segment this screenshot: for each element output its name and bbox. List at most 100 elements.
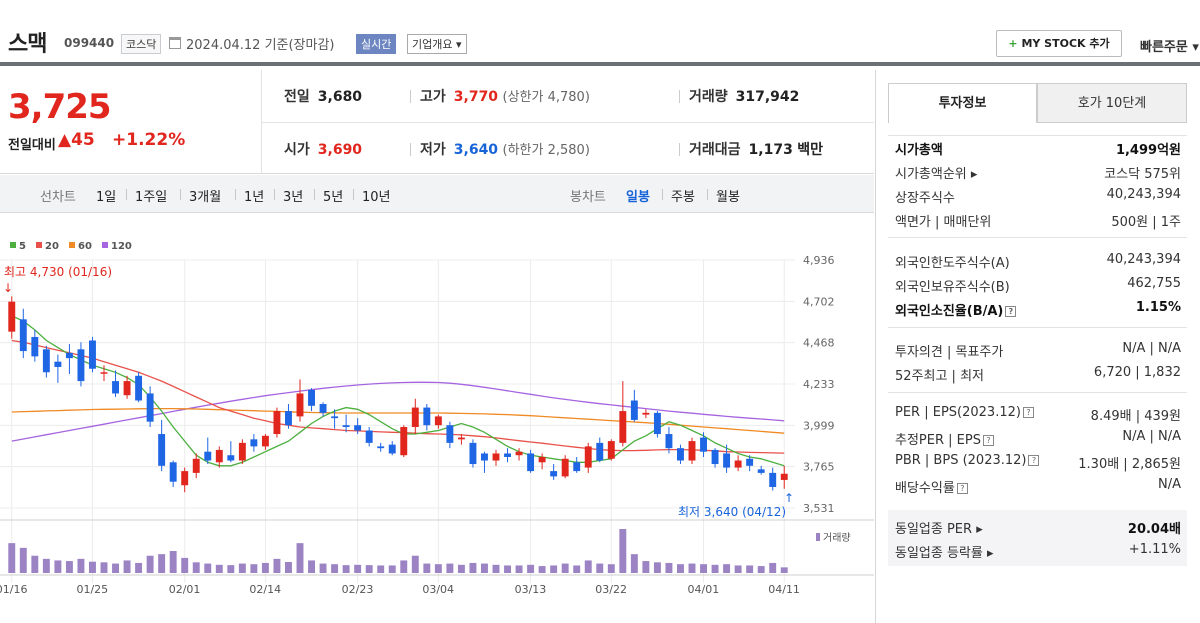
volume-bar (481, 563, 488, 573)
company-overview-button[interactable]: 기업개요 ▾ (407, 34, 467, 54)
candle-monthly[interactable]: 월봉 (716, 190, 740, 205)
volume-bar (65, 561, 73, 573)
candle-body (77, 349, 85, 382)
candle-body (319, 404, 327, 413)
market-badge: 코스닥 (121, 34, 162, 54)
volume-bar (296, 543, 304, 573)
y-tick-label: 4,702 (803, 295, 835, 308)
volume-bar (527, 564, 535, 573)
candle-body (596, 442, 604, 461)
tab-investment-info[interactable]: 투자정보 (888, 83, 1037, 123)
candle-body (296, 393, 304, 417)
candle-daily[interactable]: 일봉 (626, 190, 650, 205)
help-icon[interactable]: ? (1022, 407, 1034, 418)
period-5y[interactable]: 5년 (323, 190, 344, 205)
divider (888, 135, 1187, 136)
candle-body (434, 416, 442, 426)
period-10y[interactable]: 10년 (362, 190, 391, 205)
candle-body (192, 458, 200, 473)
volume-bar (215, 564, 223, 573)
candle-body (527, 453, 535, 472)
add-my-stock-button[interactable]: + MY STOCK 추가 (996, 30, 1122, 57)
volume-bar (734, 565, 742, 573)
volume-bar (181, 557, 189, 573)
divider (679, 143, 680, 156)
stat-open: 시가 3,690 (284, 142, 363, 158)
stock-code: 099440 (64, 36, 115, 50)
y-axis-labels: 4,936 4,702 4,468 4,233 3,999 3,765 3,531 (803, 254, 835, 515)
help-icon[interactable]: ? (1005, 306, 1017, 317)
divider (353, 189, 354, 200)
volume-bar (700, 564, 707, 573)
candle-body (65, 352, 73, 359)
volume-bar (308, 560, 315, 573)
volume-bar (123, 560, 131, 573)
candle-body (8, 301, 16, 332)
legend-swatch-60 (69, 242, 75, 248)
tab-order-book[interactable]: 호가 10단계 (1037, 83, 1187, 123)
period-1w[interactable]: 1주일 (135, 190, 168, 205)
volume-bar (388, 565, 396, 573)
candle-body (285, 411, 292, 426)
volume-bar (619, 529, 627, 573)
y-tick-label: 3,765 (803, 461, 835, 474)
volume-bar (607, 564, 615, 573)
candle-body (181, 471, 189, 486)
candle-body (550, 471, 558, 477)
y-tick-label: 4,233 (803, 378, 835, 391)
chart-legend: 5 20 60 120 (10, 241, 132, 252)
quick-order-button[interactable]: 빠른주문 ▾ (1140, 40, 1199, 55)
add-my-stock-label: MY STOCK 추가 (1021, 37, 1110, 50)
current-price: 3,725 (8, 87, 112, 127)
candle-body (561, 458, 569, 477)
candle-body (573, 462, 581, 472)
line-chart-label: 선차트 (40, 190, 76, 205)
period-1d[interactable]: 1일 (96, 190, 117, 205)
volume-bar (457, 564, 465, 573)
legend-label-20: 20 (45, 241, 59, 252)
diff-label: 전일대비 (8, 138, 56, 153)
y-tick-label: 4,936 (803, 254, 835, 267)
candle-body (100, 372, 108, 374)
candle-body (769, 472, 777, 487)
volume-bar (688, 563, 696, 573)
help-icon[interactable]: ? (982, 435, 994, 446)
divider (662, 189, 663, 200)
volume-bar (515, 565, 523, 573)
realtime-button[interactable]: 실시간 (356, 34, 397, 54)
period-3m[interactable]: 3개월 (189, 190, 222, 205)
candle-body (250, 439, 258, 447)
help-icon[interactable]: ? (956, 483, 968, 494)
volume-label: 거래량 (823, 532, 851, 544)
legend-label-60: 60 (78, 241, 92, 252)
volume-bar (192, 562, 200, 573)
volume-bar (354, 564, 362, 573)
candle-body (492, 453, 500, 461)
price-chart[interactable]: 5 20 60 120 거래량 4,936 4,702 4,468 4,233 3,999 3,… (0, 213, 874, 623)
candle-weekly[interactable]: 주봉 (671, 190, 695, 205)
volume-bar (573, 565, 581, 573)
legend-swatch-5 (10, 242, 16, 248)
stat-prev: 전일 3,680 (284, 89, 363, 105)
candle-body (146, 393, 154, 422)
low-price-note: 최저 3,640 (04/12) (678, 505, 786, 519)
help-icon[interactable]: ? (1028, 455, 1040, 466)
x-tick-label: 03/04 (422, 583, 454, 596)
period-1y[interactable]: 1년 (244, 190, 265, 205)
volume-bar (492, 564, 500, 573)
candle-body (19, 319, 27, 352)
x-tick-label: 04/01 (688, 583, 720, 596)
price-stats: 전일 3,680 고가 3,770 (상한가 4,780) 거래량 317,942 시… (262, 70, 874, 174)
candle-body (135, 375, 143, 401)
candle-body (653, 412, 661, 435)
volume-bar (19, 547, 27, 573)
volume-bar (285, 562, 292, 573)
volume-bar (342, 565, 350, 573)
volume-bar (469, 562, 477, 573)
y-tick-label: 3,999 (803, 419, 835, 432)
period-3y[interactable]: 3년 (283, 190, 304, 205)
x-tick-label: 02/14 (249, 583, 281, 596)
moving-average-20 (11, 339, 785, 454)
candle-body (688, 441, 696, 461)
x-tick-label: 01/16 (0, 583, 27, 596)
